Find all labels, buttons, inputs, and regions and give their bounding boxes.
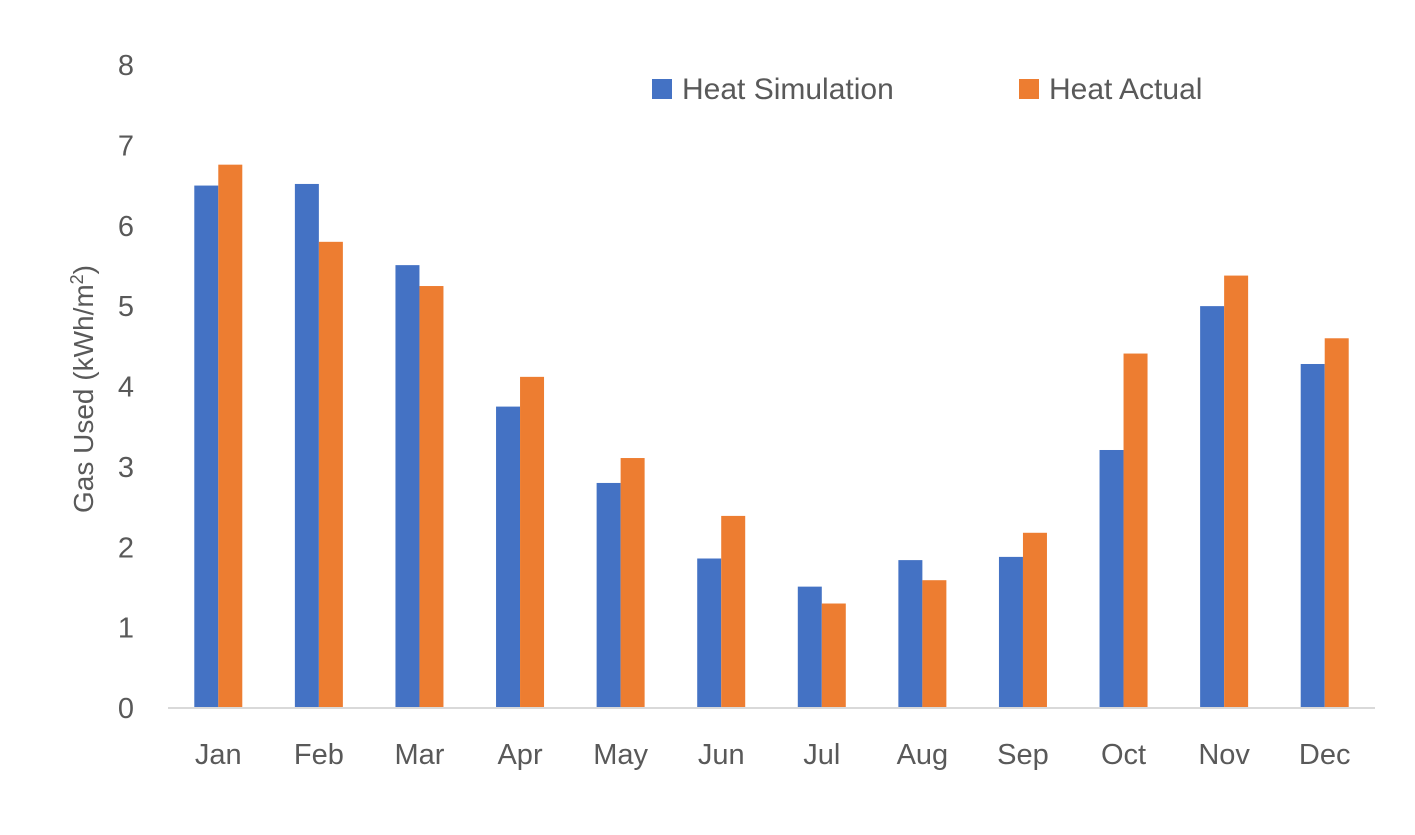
bar-simulation-jan xyxy=(194,185,219,708)
bar-actual-sep xyxy=(1022,532,1047,708)
x-tick-label-nov: Nov xyxy=(1198,739,1250,771)
legend-label-simulation: Heat Simulation xyxy=(682,73,894,106)
bar-actual-jan xyxy=(218,164,243,709)
x-tick-label-sep: Sep xyxy=(997,739,1049,771)
x-tick-label-jun: Jun xyxy=(698,739,745,771)
bar-actual-aug xyxy=(922,580,947,708)
bar-actual-jul xyxy=(821,603,846,708)
bars-group xyxy=(194,164,1349,709)
bar-simulation-jul xyxy=(797,586,822,708)
legend-swatch-simulation xyxy=(652,79,672,99)
y-tick-label: 5 xyxy=(118,291,134,323)
bar-actual-nov xyxy=(1224,275,1249,708)
bar-actual-dec xyxy=(1324,338,1349,708)
y-tick-label: 2 xyxy=(118,532,134,564)
y-tick-label: 7 xyxy=(118,130,134,162)
x-axis-ticks: Jan Feb Mar Apr May Jun Jul Aug Sep Oct Nov Dec xyxy=(195,739,1351,771)
bar-actual-mar xyxy=(419,286,444,708)
x-tick-label-jul: Jul xyxy=(803,739,840,771)
y-tick-label: 0 xyxy=(118,693,134,725)
bar-simulation-oct xyxy=(1099,449,1124,708)
bar-simulation-mar xyxy=(395,265,420,708)
y-tick-label: 8 xyxy=(118,50,134,82)
x-tick-label-may: May xyxy=(593,739,648,771)
bar-actual-may xyxy=(620,458,645,708)
x-tick-label-jan: Jan xyxy=(195,739,242,771)
bar-actual-feb xyxy=(318,241,343,708)
y-axis-title-superscript: 2 xyxy=(67,274,87,284)
legend-label-actual: Heat Actual xyxy=(1049,73,1202,106)
x-tick-label-dec: Dec xyxy=(1299,739,1351,771)
bar-simulation-apr xyxy=(496,406,521,708)
y-tick-label: 3 xyxy=(118,452,134,484)
legend: Heat Simulation Heat Actual xyxy=(652,73,1202,106)
x-tick-label-aug: Aug xyxy=(897,739,949,771)
x-tick-label-mar: Mar xyxy=(394,739,444,771)
bar-simulation-aug xyxy=(898,560,923,708)
bar-simulation-may xyxy=(596,482,621,708)
x-tick-label-apr: Apr xyxy=(497,739,542,771)
bar-simulation-jun xyxy=(697,558,722,708)
bar-actual-jun xyxy=(721,515,746,708)
bar-simulation-sep xyxy=(998,556,1023,708)
legend-swatch-actual xyxy=(1019,79,1039,99)
x-tick-label-feb: Feb xyxy=(294,739,344,771)
y-axis-ticks: 0 1 2 3 4 5 6 7 8 xyxy=(118,50,134,725)
bar-actual-apr xyxy=(520,376,545,708)
y-tick-label: 6 xyxy=(118,211,134,243)
bar-simulation-feb xyxy=(294,183,319,708)
y-axis-title-suffix: ) xyxy=(68,265,99,274)
bar-simulation-dec xyxy=(1300,363,1325,708)
y-tick-label: 1 xyxy=(118,613,134,645)
bar-actual-oct xyxy=(1123,353,1148,708)
y-axis-title: Gas Used (kWh/m2) xyxy=(67,265,99,513)
y-tick-label: 4 xyxy=(118,372,134,404)
bar-simulation-nov xyxy=(1200,306,1225,708)
x-tick-label-oct: Oct xyxy=(1101,739,1146,771)
